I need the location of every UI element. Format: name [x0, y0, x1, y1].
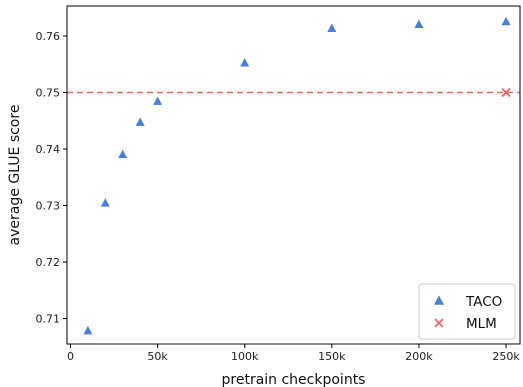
legend-box	[418, 283, 516, 340]
x-tick-label-1: 50k	[147, 350, 168, 363]
x-tick-label-4: 200k	[405, 350, 433, 363]
legend-taco-label: TACO	[465, 294, 502, 310]
x-tick-label-3: 150k	[318, 350, 346, 363]
x-axis-label: pretrain checkpoints	[222, 372, 366, 387]
taco-point-1	[100, 198, 110, 207]
x-tick-label-5: 250k	[492, 350, 520, 363]
taco-point-2	[118, 149, 128, 159]
y-axis-label: average GLUE score	[7, 105, 23, 246]
legend-mlm-label: MLM	[466, 316, 497, 332]
taco-point-3	[135, 117, 145, 126]
taco-point-5	[240, 58, 250, 67]
mlm-point-0-stroke-b	[501, 87, 511, 98]
taco-point-4	[153, 96, 163, 105]
legend: TACO MLM	[418, 283, 516, 340]
legend-taco-marker	[434, 295, 444, 305]
taco-point-0	[83, 325, 93, 335]
y-tick-label-2: 0.73	[36, 200, 61, 213]
taco-point-6	[327, 23, 337, 33]
y-tick-label-0: 0.71	[36, 313, 61, 326]
y-tick-label-3: 0.74	[36, 143, 61, 156]
x-tick-label-2: 100k	[231, 350, 259, 363]
taco-point-7	[414, 19, 424, 29]
x-tick-label-0: 0	[67, 350, 74, 363]
y-tick-label-4: 0.75	[36, 86, 61, 99]
mlm-point-0	[501, 87, 511, 98]
legend-mlm-marker-stroke-b	[434, 318, 444, 328]
y-tick-label-5: 0.76	[36, 30, 61, 43]
taco-point-8	[501, 16, 511, 26]
y-tick-label-1: 0.72	[36, 256, 61, 269]
legend-mlm-marker	[434, 318, 444, 328]
plot-frame	[66, 5, 521, 345]
